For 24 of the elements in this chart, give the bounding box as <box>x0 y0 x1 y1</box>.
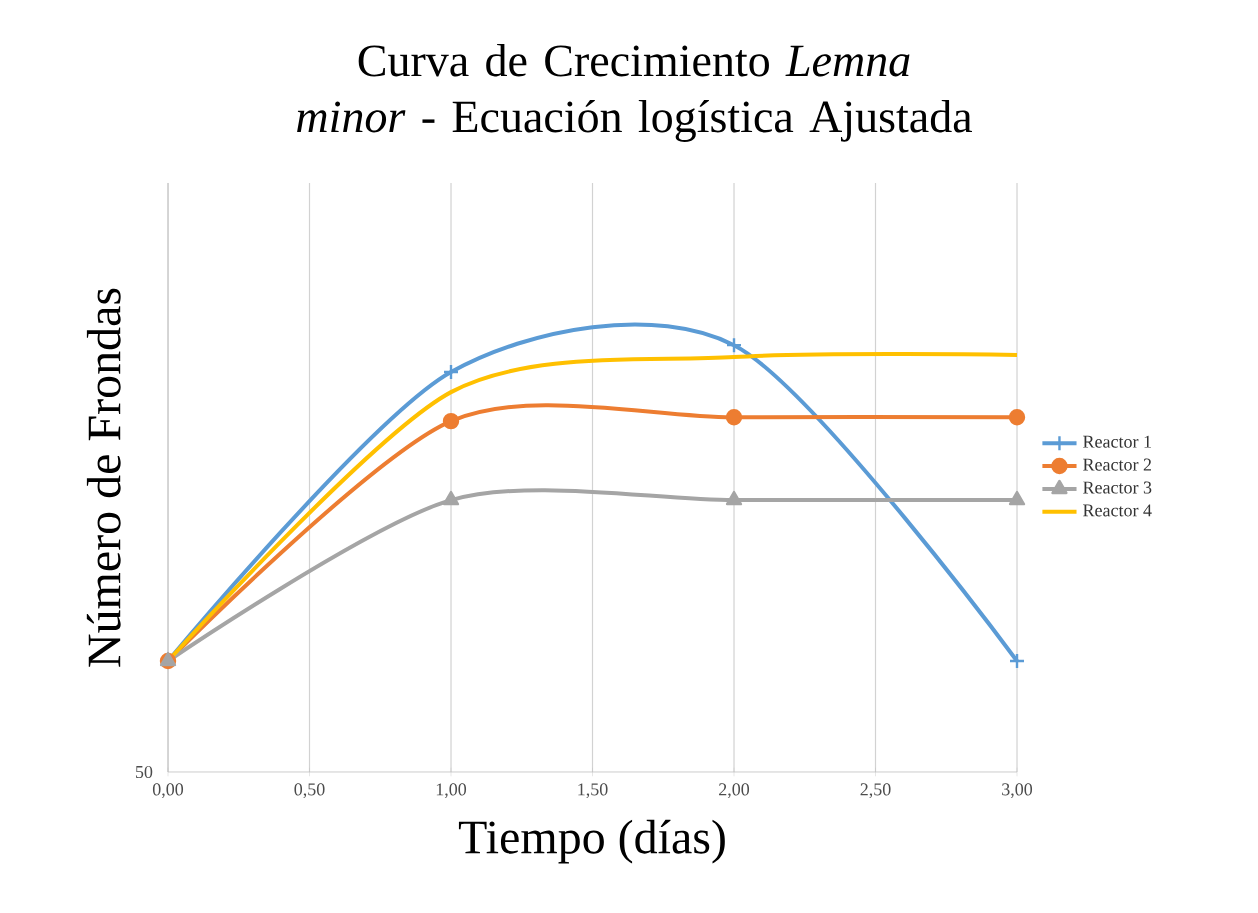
point <box>1008 409 1026 426</box>
x-tick-label: 3,00 <box>1002 783 1033 799</box>
x-tick-label: 2,00 <box>719 783 750 799</box>
point <box>1008 490 1026 506</box>
point <box>725 336 743 354</box>
chart-title: Curva de Crecimiento Lemna minor - Ecuación logística Ajustada <box>297 44 973 142</box>
legend-label: Reactor 1 <box>1083 435 1151 448</box>
x-axis-title: Tiempo (días) <box>458 819 725 864</box>
point <box>725 490 743 506</box>
legend-label: Reactor 2 <box>1083 458 1151 471</box>
point <box>1008 652 1026 670</box>
legend-label: Reactor 3 <box>1083 481 1152 494</box>
legend-label: Reactor 4 <box>1083 504 1152 517</box>
x-tick-label: 0,00 <box>152 783 184 799</box>
text: 50 <box>135 765 153 779</box>
x-tick-label: 1,50 <box>578 783 608 799</box>
x-tick-label: 2,50 <box>860 783 891 799</box>
point <box>442 363 460 381</box>
point <box>442 490 460 506</box>
point <box>725 409 743 426</box>
x-tick-label: 0,50 <box>294 783 325 799</box>
point <box>442 412 460 430</box>
y-axis-title: Número de Frondas <box>86 288 121 667</box>
x-tick-label: 1,00 <box>436 783 467 799</box>
